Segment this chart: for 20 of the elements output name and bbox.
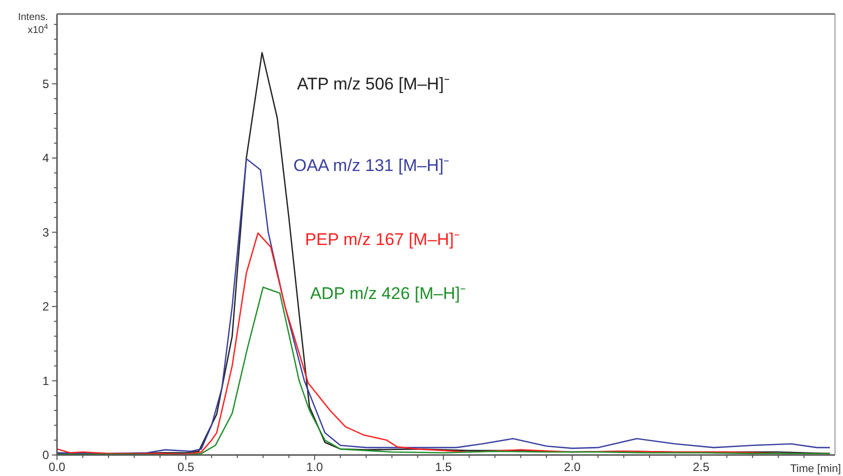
x-tick-label: 2.0 [564,460,581,474]
y-axis-title: Intens. x10$^{4}$ [18,12,48,36]
x-tick-label: 1.5 [435,460,452,474]
x-tick-label: 2.5 [692,460,710,474]
x-tick-label: 0.5 [177,460,194,474]
line-series [56,158,830,454]
line-series [56,286,830,456]
x-tick-label: 1.0 [306,460,324,474]
series-label: OAA m/z 131 [M–H]⁻ [293,156,450,175]
y-tick-label: 3 [42,225,50,240]
x-axis-title: Time [min] [790,463,841,475]
series-label: ADP m/z 426 [M–H]⁻ [310,284,466,304]
y-tick-label: 5 [42,76,50,91]
y-tick-label: 2 [42,300,50,314]
series-label: ATP m/z 506 [M–H]⁻ [297,74,450,94]
y-tick-label: 0 [42,448,50,462]
y-tick-label: 1 [42,374,50,388]
series-label: PEP m/z 167 [M–H]⁻ [304,230,460,250]
y-tick-label: 4 [42,151,50,166]
x-tick-label: 0.0 [48,460,66,474]
